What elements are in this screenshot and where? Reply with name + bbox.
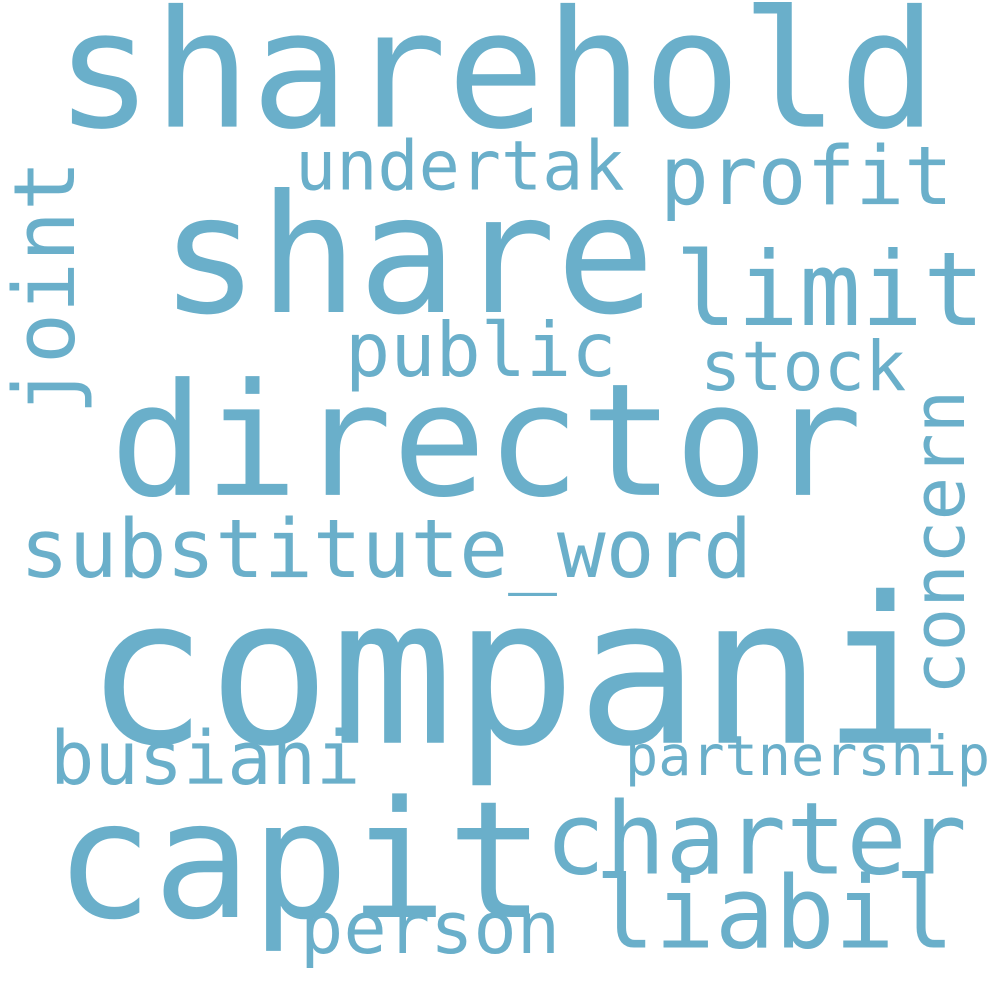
word-profit: profit (660, 129, 954, 224)
word-public: public (345, 305, 617, 394)
word-director: director (110, 351, 863, 533)
word-person: person (300, 885, 561, 970)
word-stock: stock (700, 326, 907, 407)
word-busiani: busiani (50, 717, 361, 802)
word-undertak: undertak (295, 127, 625, 207)
word-share: share (160, 159, 655, 351)
word-sharehold: sharehold (55, 0, 937, 166)
word-substitute-word: substitute_word (20, 502, 753, 597)
word-capit: capit (55, 767, 546, 956)
word-limit: limit (675, 229, 986, 350)
word-charter: charter (545, 781, 967, 898)
word-joint: joint (0, 160, 94, 415)
word-compani: compani (85, 553, 945, 792)
word-liabil: liabil (595, 856, 955, 972)
word-partnership: partnership (625, 725, 991, 789)
